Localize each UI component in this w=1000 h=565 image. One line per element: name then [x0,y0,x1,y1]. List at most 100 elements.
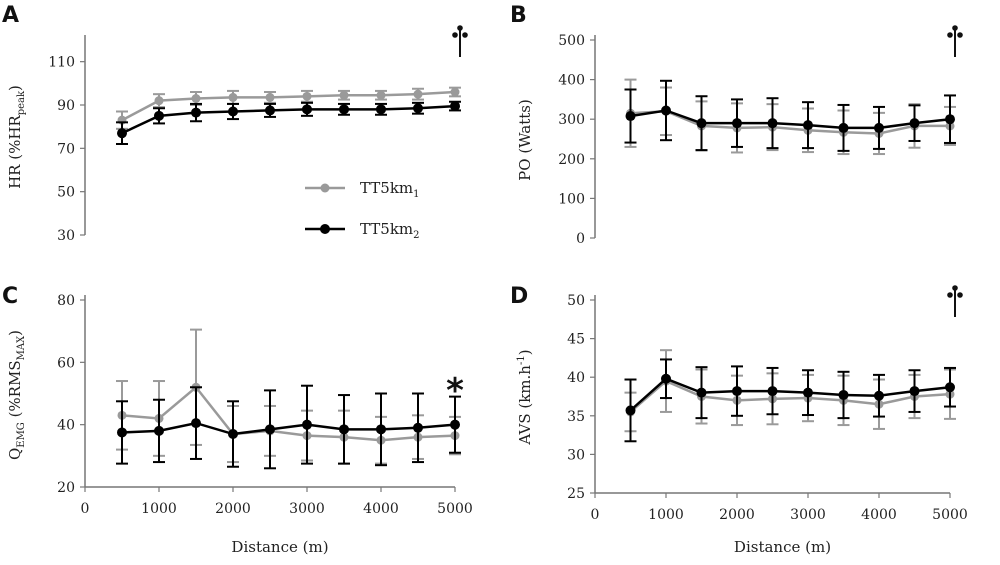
significance-dagger [947,285,963,317]
data-point [376,424,386,435]
x-tick-label: 5000 [932,507,968,523]
dagger-dot [452,32,458,38]
data-point [228,429,238,440]
legend: TT5km1 TT5km2 [305,179,420,241]
data-point [302,104,312,115]
data-point [265,105,275,116]
series-tt5km2 [624,79,956,152]
data-point [838,389,849,400]
panel-b-po: 500 400 300 200 100 0 PO (Watts) [516,25,963,247]
data-point [838,122,849,133]
panel-letter-c: C [2,284,18,309]
data-point [413,89,423,99]
data-point [376,104,386,115]
dagger-dot [952,285,958,291]
data-point [945,114,955,125]
data-point [625,405,636,416]
data-point [909,386,920,397]
significance-star: * [446,371,464,411]
x-tick-label: 0 [591,507,600,523]
data-point [154,96,164,106]
series-line [630,110,950,135]
y-tick-label: 40 [567,370,585,386]
series-line [629,377,951,412]
x-tick-label: 4000 [861,507,897,523]
y-tick-label: 60 [57,355,75,371]
y-tick-label: 400 [558,73,585,89]
data-point [767,386,778,397]
x-tick-label: 2000 [719,507,755,523]
y-tick-label: 100 [558,191,585,207]
x-tick-label: 1000 [141,501,177,517]
dagger-dot [457,25,463,31]
data-point [732,118,742,129]
data-point [874,122,884,133]
x-axis-title: Distance (m) [231,538,328,556]
series-line [121,421,456,436]
dagger-dot [952,25,958,31]
dagger-dot [462,32,468,38]
panel-letter-a: A [2,3,19,28]
data-point [413,103,423,114]
series-tt5km2 [624,358,956,443]
data-point [265,92,275,102]
y-tick-label: 300 [558,112,585,128]
data-point [154,110,164,121]
y-axis-title: PO (Watts) [516,99,534,181]
data-point [450,87,460,97]
data-point [228,92,238,102]
data-point [265,424,275,435]
y-axis-title: AVS (km.h-1) [516,349,534,445]
series-tt5km1 [116,328,461,465]
data-point [661,105,671,116]
significance-dagger [452,25,468,57]
x-tick-label: 4000 [363,501,399,517]
y-tick-label: 80 [57,293,75,309]
series-line [121,90,456,122]
panel-a-hr: 110 90 70 50 30 HR (%HRpeak) [6,25,468,244]
y-tick-label: 50 [57,185,75,201]
legend-marker-tt2 [320,224,330,234]
data-point [625,111,636,122]
y-tick-label: 35 [567,409,585,425]
significance-dagger [947,25,963,57]
series-tt5km1 [624,78,956,156]
y-axis-title: QEMG (%RMSMAX) [6,330,27,460]
data-point [117,427,127,438]
series-line [121,385,456,442]
series-tt5km2 [116,384,461,470]
x-tick-label: 5000 [437,501,473,517]
dagger-dot [947,292,953,298]
y-tick-label: 110 [48,55,75,71]
y-tick-label: 25 [567,486,585,502]
dagger-dot [957,292,963,298]
data-point [767,118,778,129]
series-tt5km1 [116,86,461,130]
data-point [191,94,201,103]
x-axis-title: Distance (m) [734,538,831,556]
data-point [450,101,460,112]
data-point [732,386,742,397]
y-tick-label: 30 [57,228,75,244]
data-point [413,422,423,433]
panel-c-qemg: 80 60 40 20 0 1000 2000 3000 4000 5000 Distance (m… [6,293,473,556]
y-tick-label: 40 [57,418,75,434]
y-tick-label: 0 [576,231,585,247]
data-point [191,107,201,118]
legend-marker-tt1 [320,183,330,193]
data-point [696,118,707,129]
x-tick-label: 2000 [215,501,251,517]
data-point [339,90,349,100]
data-point [302,91,312,101]
legend-label-tt2: TT5km2 [360,220,420,241]
series-line [629,379,951,413]
panel-d-avs: 50 45 40 35 30 25 0 1000 2000 3000 4000 5000 Distanc… [516,285,968,556]
y-tick-label: 30 [567,447,585,463]
data-point [191,418,201,429]
x-tick-label: 1000 [648,507,684,523]
x-tick-label: 3000 [790,507,826,523]
series-line [630,109,951,130]
y-tick-label: 50 [567,293,585,309]
data-point [339,424,349,435]
